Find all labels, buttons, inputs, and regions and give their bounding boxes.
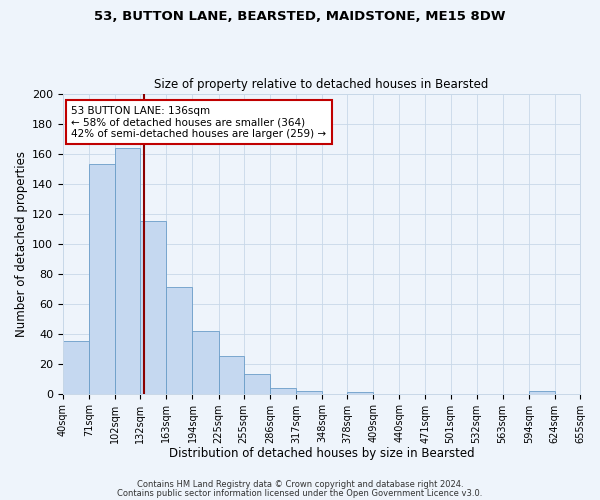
Bar: [218, 356, 244, 394]
Bar: [140, 221, 166, 394]
Text: 53 BUTTON LANE: 136sqm
← 58% of detached houses are smaller (364)
42% of semi-de: 53 BUTTON LANE: 136sqm ← 58% of detached…: [71, 106, 326, 139]
Bar: [244, 374, 270, 394]
Bar: [115, 148, 140, 394]
Y-axis label: Number of detached properties: Number of detached properties: [15, 150, 28, 336]
Text: Contains public sector information licensed under the Open Government Licence v3: Contains public sector information licen…: [118, 488, 482, 498]
Bar: [166, 287, 193, 394]
Bar: [347, 392, 373, 394]
Bar: [529, 390, 555, 394]
Bar: [270, 388, 296, 394]
Bar: [63, 341, 89, 394]
Title: Size of property relative to detached houses in Bearsted: Size of property relative to detached ho…: [154, 78, 488, 91]
Text: 53, BUTTON LANE, BEARSTED, MAIDSTONE, ME15 8DW: 53, BUTTON LANE, BEARSTED, MAIDSTONE, ME…: [94, 10, 506, 23]
Bar: [296, 390, 322, 394]
X-axis label: Distribution of detached houses by size in Bearsted: Distribution of detached houses by size …: [169, 447, 475, 460]
Bar: [89, 164, 115, 394]
Bar: [193, 330, 218, 394]
Text: Contains HM Land Registry data © Crown copyright and database right 2024.: Contains HM Land Registry data © Crown c…: [137, 480, 463, 489]
